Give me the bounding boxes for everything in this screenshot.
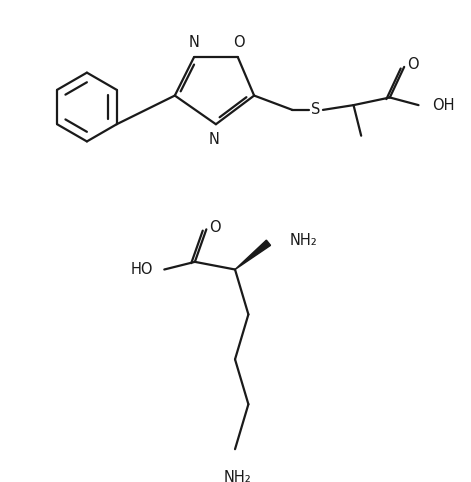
Text: N: N <box>188 35 199 50</box>
Text: OH: OH <box>432 98 455 113</box>
Text: NH₂: NH₂ <box>224 470 252 482</box>
Text: O: O <box>233 35 244 50</box>
Text: N: N <box>209 132 219 147</box>
Text: O: O <box>209 220 221 235</box>
Text: HO: HO <box>130 262 153 277</box>
Text: S: S <box>310 102 320 118</box>
Text: O: O <box>407 57 419 72</box>
Polygon shape <box>235 240 270 269</box>
Text: NH₂: NH₂ <box>290 233 317 248</box>
